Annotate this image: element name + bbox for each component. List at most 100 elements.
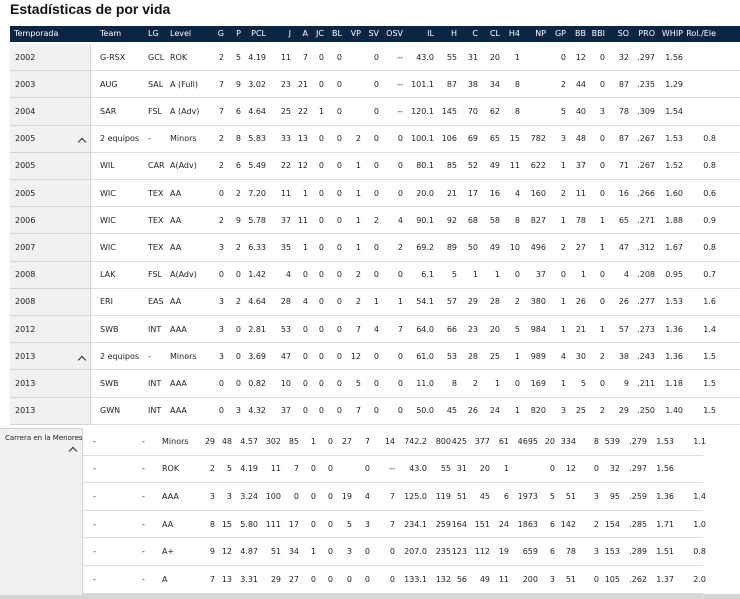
- stat-cell: .312: [637, 243, 655, 252]
- stat-cell: 235: [435, 547, 451, 557]
- stat-cell: 1.37: [656, 574, 674, 584]
- stat-cell: 151: [474, 519, 490, 529]
- stat-cell: 0: [327, 574, 333, 584]
- season: 2013: [15, 351, 36, 361]
- stat-cell: -: [148, 351, 151, 361]
- stat-cell: 1.53: [656, 436, 674, 446]
- stat-cell: 989: [530, 351, 546, 361]
- stat-cell: G-RSX: [100, 52, 126, 62]
- column-header: GP: [554, 29, 566, 38]
- stat-cell: 5.49: [248, 161, 266, 171]
- stat-cell: 0.95: [665, 270, 683, 280]
- season-cell: [10, 125, 91, 153]
- stat-cell: 34: [489, 79, 500, 89]
- season-cell: [10, 261, 91, 289]
- stat-cell: 80.1: [416, 161, 434, 171]
- stat-cell: 51: [456, 492, 467, 501]
- stat-cell: Minors: [170, 134, 197, 144]
- stat-cell: CAR: [148, 161, 165, 171]
- stat-cell: 0: [336, 79, 342, 89]
- stat-cell: 48: [221, 436, 232, 446]
- stat-cell: 106: [441, 134, 457, 144]
- stat-cell: 0: [293, 492, 299, 501]
- stat-cell: AAA: [162, 492, 179, 501]
- stat-cell: 7: [355, 324, 361, 334]
- stat-cell: 71: [618, 161, 629, 171]
- stat-cell: 4: [397, 215, 403, 225]
- scrollbar[interactable]: [0, 594, 740, 599]
- stat-cell: 0: [397, 351, 403, 361]
- stat-cell: 11: [498, 574, 509, 584]
- stat-cell: 11: [297, 215, 308, 225]
- stat-cell: Minors: [162, 436, 189, 446]
- stat-cell: 28: [280, 297, 291, 307]
- stat-cell: 3: [218, 324, 224, 334]
- stat-cell: 169: [530, 379, 546, 388]
- table-row: [10, 234, 740, 262]
- stat-cell: 54.1: [416, 297, 434, 307]
- season-cell: [10, 207, 91, 235]
- stat-cell: 1: [397, 297, 403, 307]
- stat-cell: A: [162, 574, 168, 584]
- stat-cell: A(Adv): [170, 161, 197, 171]
- stat-cell: 1: [302, 188, 308, 198]
- stat-cell: 89: [446, 243, 457, 252]
- stat-cell: .267: [637, 161, 655, 171]
- stat-cell: 0.8: [703, 161, 716, 171]
- stat-cell: 1.29: [665, 79, 683, 89]
- stat-cell: FSL: [148, 270, 162, 280]
- stat-cell: 1: [560, 161, 566, 171]
- stat-cell: 9: [235, 79, 241, 89]
- stat-cell: 35: [280, 243, 291, 252]
- stat-cell: 29: [618, 406, 629, 416]
- stat-cell: .211: [637, 379, 655, 388]
- stat-cell: AA: [170, 188, 182, 198]
- stat-cell: 0: [310, 464, 316, 474]
- column-header: BBI: [591, 29, 605, 38]
- stat-cell: 4695: [517, 436, 538, 446]
- stat-cell: 22: [297, 107, 308, 116]
- stat-cell: 20: [489, 324, 500, 334]
- stat-cell: 1.53: [665, 297, 683, 307]
- stat-cell: .262: [629, 574, 647, 584]
- table-row: [10, 343, 740, 371]
- column-header: H4: [508, 29, 520, 38]
- stat-cell: 5.80: [240, 519, 258, 529]
- stat-cell: 2: [209, 464, 215, 474]
- stat-cell: 2.81: [248, 324, 266, 334]
- stat-cell: AA: [170, 215, 182, 225]
- stat-cell: 100: [265, 492, 281, 501]
- stat-cell: 3: [209, 492, 215, 501]
- career-row: [83, 483, 703, 511]
- stat-cell: 1: [355, 161, 361, 171]
- season-cell: [10, 152, 91, 180]
- stat-cell: 2: [235, 188, 241, 198]
- stat-cell: 200: [522, 574, 538, 584]
- stat-cell: 1: [560, 215, 566, 225]
- stat-cell: 7: [389, 492, 395, 501]
- table-header: [10, 26, 740, 42]
- stat-cell: GWN: [100, 406, 121, 416]
- stat-cell: .309: [637, 107, 655, 116]
- stat-cell: LAK: [100, 270, 116, 280]
- stat-cell: 34: [288, 547, 299, 557]
- stat-cell: GCL: [148, 52, 165, 62]
- career-row: [83, 538, 703, 566]
- stat-cell: 0.6: [703, 188, 716, 198]
- stat-cell: 7: [364, 436, 370, 446]
- stat-cell: 0: [336, 406, 342, 416]
- stat-cell: 1.5: [703, 406, 716, 416]
- stat-cell: 1: [599, 324, 605, 334]
- stat-cell: 0: [593, 464, 599, 474]
- stat-cell: 8: [235, 134, 241, 144]
- stat-cell: 12: [565, 464, 576, 474]
- stat-cell: 2: [599, 351, 605, 361]
- stat-cell: 69.2: [416, 243, 434, 252]
- stat-cell: INT: [148, 379, 162, 388]
- stat-cell: -: [142, 574, 145, 584]
- stat-cell: 1: [560, 297, 566, 307]
- stat-cell: 4.19: [240, 464, 258, 474]
- stat-cell: 5: [549, 492, 555, 501]
- stat-cell: 17: [467, 188, 478, 198]
- stat-cell: 66: [446, 324, 457, 334]
